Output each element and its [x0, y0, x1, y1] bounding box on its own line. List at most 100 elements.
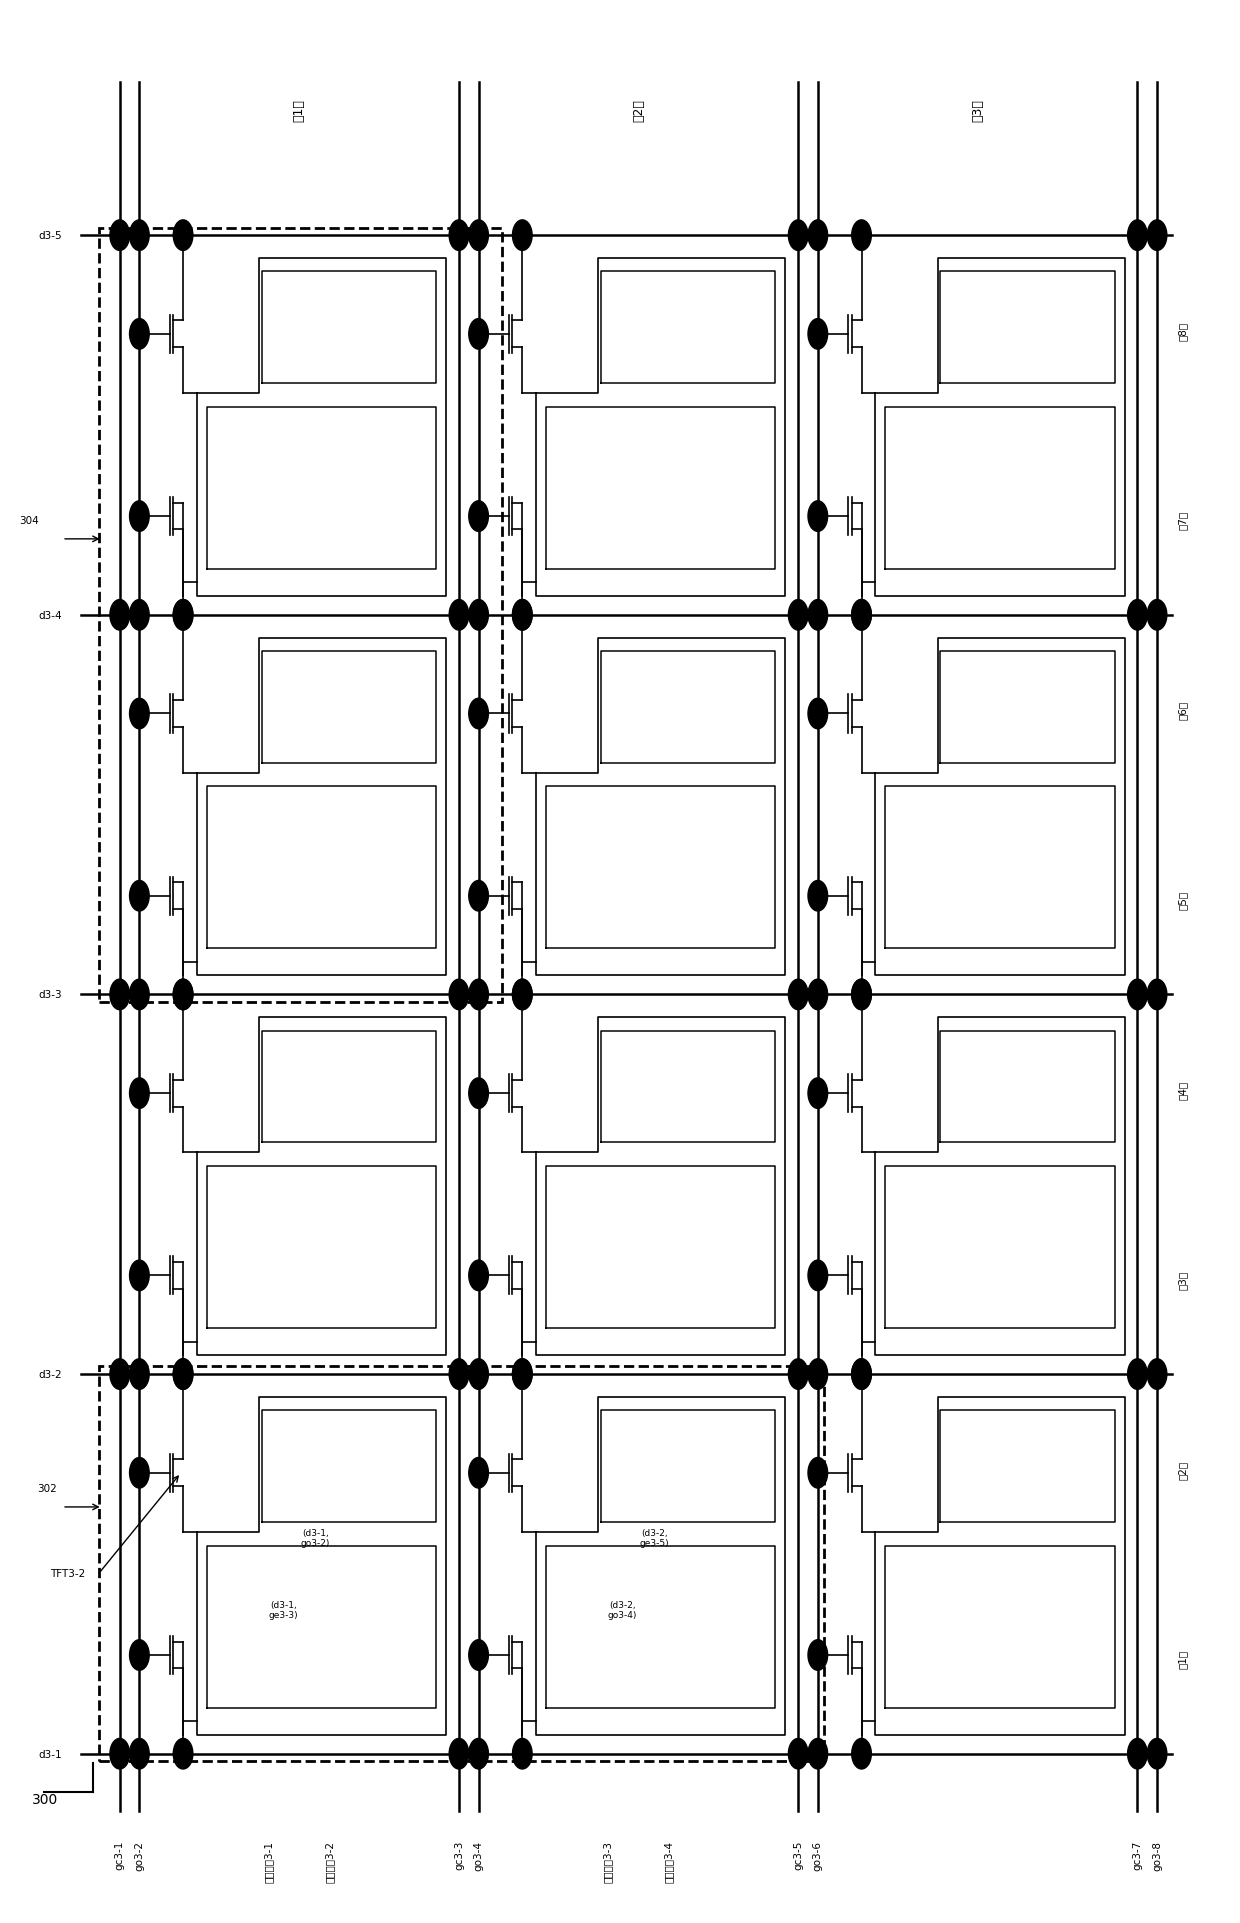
Circle shape — [1127, 1738, 1147, 1769]
Text: 302: 302 — [37, 1483, 57, 1492]
Circle shape — [449, 221, 469, 252]
Circle shape — [129, 221, 149, 252]
Circle shape — [808, 319, 827, 350]
Circle shape — [1147, 1360, 1167, 1390]
Circle shape — [110, 1738, 129, 1769]
Circle shape — [174, 1360, 193, 1390]
Circle shape — [469, 1640, 489, 1671]
Circle shape — [469, 1079, 489, 1110]
Circle shape — [852, 979, 872, 1010]
Circle shape — [174, 979, 193, 1010]
Circle shape — [852, 600, 872, 631]
Circle shape — [129, 979, 149, 1010]
Circle shape — [789, 979, 808, 1010]
Circle shape — [110, 1360, 129, 1390]
Circle shape — [789, 600, 808, 631]
Circle shape — [129, 502, 149, 533]
Text: 304: 304 — [19, 515, 38, 525]
Circle shape — [1127, 1360, 1147, 1390]
Circle shape — [512, 979, 532, 1010]
Text: 第2行: 第2行 — [632, 98, 645, 121]
Circle shape — [852, 600, 872, 631]
Circle shape — [1147, 221, 1167, 252]
Text: d3-1: d3-1 — [38, 1748, 62, 1760]
Circle shape — [449, 1738, 469, 1769]
Circle shape — [174, 221, 193, 252]
Text: (d3-1,
go3-2): (d3-1, go3-2) — [300, 1527, 330, 1548]
Circle shape — [129, 1260, 149, 1290]
Circle shape — [469, 1458, 489, 1488]
Circle shape — [512, 1360, 532, 1390]
Circle shape — [174, 979, 193, 1010]
Circle shape — [808, 1640, 827, 1671]
Circle shape — [449, 979, 469, 1010]
Circle shape — [1127, 979, 1147, 1010]
Text: d3-5: d3-5 — [38, 231, 62, 240]
Circle shape — [469, 1738, 489, 1769]
Circle shape — [512, 979, 532, 1010]
Text: 第3行: 第3行 — [971, 98, 985, 121]
Circle shape — [852, 1360, 872, 1390]
Circle shape — [174, 600, 193, 631]
Circle shape — [469, 600, 489, 631]
Circle shape — [129, 319, 149, 350]
Text: 第6列: 第6列 — [1178, 700, 1188, 719]
Text: go3-8: go3-8 — [1152, 1840, 1162, 1869]
Circle shape — [1127, 600, 1147, 631]
Text: 第4列: 第4列 — [1178, 1081, 1188, 1100]
Circle shape — [110, 221, 129, 252]
Circle shape — [808, 502, 827, 533]
Text: (d3-2,
go3-4): (d3-2, go3-4) — [608, 1600, 637, 1619]
Circle shape — [852, 1738, 872, 1769]
Circle shape — [512, 1360, 532, 1390]
Text: d3-2: d3-2 — [38, 1369, 62, 1379]
Circle shape — [852, 1360, 872, 1390]
Text: 第8列: 第8列 — [1178, 321, 1188, 340]
Bar — [99, 1367, 823, 1761]
Circle shape — [469, 1260, 489, 1290]
Circle shape — [449, 1360, 469, 1390]
Text: 像素电极3-1: 像素电极3-1 — [264, 1840, 274, 1883]
Circle shape — [1147, 979, 1167, 1010]
Text: 像素电极3-4: 像素电极3-4 — [665, 1840, 675, 1883]
Bar — [99, 229, 502, 1002]
Text: 第2列: 第2列 — [1178, 1460, 1188, 1479]
Circle shape — [512, 600, 532, 631]
Circle shape — [469, 319, 489, 350]
Circle shape — [1147, 1738, 1167, 1769]
Circle shape — [808, 1360, 827, 1390]
Text: gc3-1: gc3-1 — [115, 1840, 125, 1869]
Text: 像素电极3-3: 像素电极3-3 — [603, 1840, 613, 1883]
Text: go3-6: go3-6 — [812, 1840, 823, 1869]
Circle shape — [512, 600, 532, 631]
Circle shape — [469, 698, 489, 729]
Circle shape — [808, 221, 827, 252]
Circle shape — [129, 698, 149, 729]
Circle shape — [789, 1738, 808, 1769]
Circle shape — [174, 600, 193, 631]
Circle shape — [808, 1079, 827, 1110]
Text: d3-4: d3-4 — [38, 610, 62, 621]
Circle shape — [808, 881, 827, 912]
Text: gc3-3: gc3-3 — [454, 1840, 464, 1869]
Circle shape — [469, 979, 489, 1010]
Text: 第1行: 第1行 — [293, 98, 306, 121]
Circle shape — [852, 979, 872, 1010]
Text: 第1列: 第1列 — [1178, 1650, 1188, 1669]
Text: 第5列: 第5列 — [1178, 890, 1188, 910]
Circle shape — [129, 1458, 149, 1488]
Text: gc3-5: gc3-5 — [794, 1840, 804, 1869]
Circle shape — [512, 221, 532, 252]
Text: gc3-7: gc3-7 — [1132, 1840, 1142, 1869]
Circle shape — [808, 698, 827, 729]
Text: 300: 300 — [31, 1792, 58, 1806]
Circle shape — [174, 1738, 193, 1769]
Circle shape — [808, 1738, 827, 1769]
Circle shape — [808, 1458, 827, 1488]
Circle shape — [449, 600, 469, 631]
Circle shape — [808, 1260, 827, 1290]
Circle shape — [808, 600, 827, 631]
Circle shape — [110, 979, 129, 1010]
Circle shape — [129, 1079, 149, 1110]
Circle shape — [808, 979, 827, 1010]
